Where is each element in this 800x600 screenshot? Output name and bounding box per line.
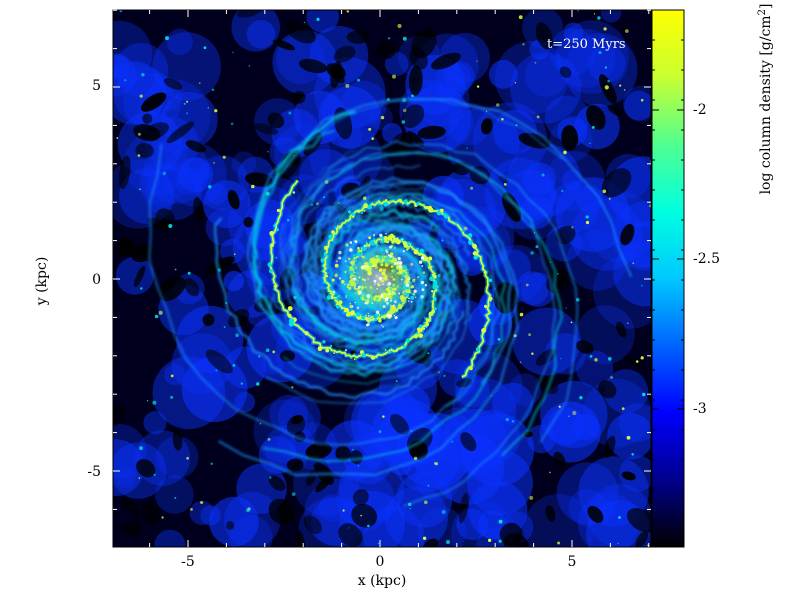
colorbar-label: log column density [g/cm2]	[757, 4, 774, 195]
x-tick-label: 0	[376, 554, 385, 570]
time-annotation: t=250 Myrs	[547, 37, 626, 52]
colorbar	[651, 9, 685, 548]
colorbar-ticks	[652, 39, 684, 521]
y-tick-label: 5	[92, 78, 101, 94]
y-tick-label: -5	[87, 464, 101, 480]
y-tick-label: 0	[92, 272, 101, 288]
x-tick-label: 5	[568, 554, 577, 570]
map-tick-marks	[113, 9, 651, 547]
density-map-image	[113, 10, 651, 547]
colorbar-tick-label: -2.5	[693, 251, 720, 267]
core-speckle-layer	[331, 233, 427, 328]
colorbar-tick-label: -3	[693, 401, 707, 417]
colorbar-tick-label: -2	[693, 102, 707, 118]
x-tick-label: -5	[181, 554, 195, 570]
y-axis-label: y (kpc)	[34, 257, 50, 307]
x-axis-label: x (kpc)	[358, 573, 407, 589]
